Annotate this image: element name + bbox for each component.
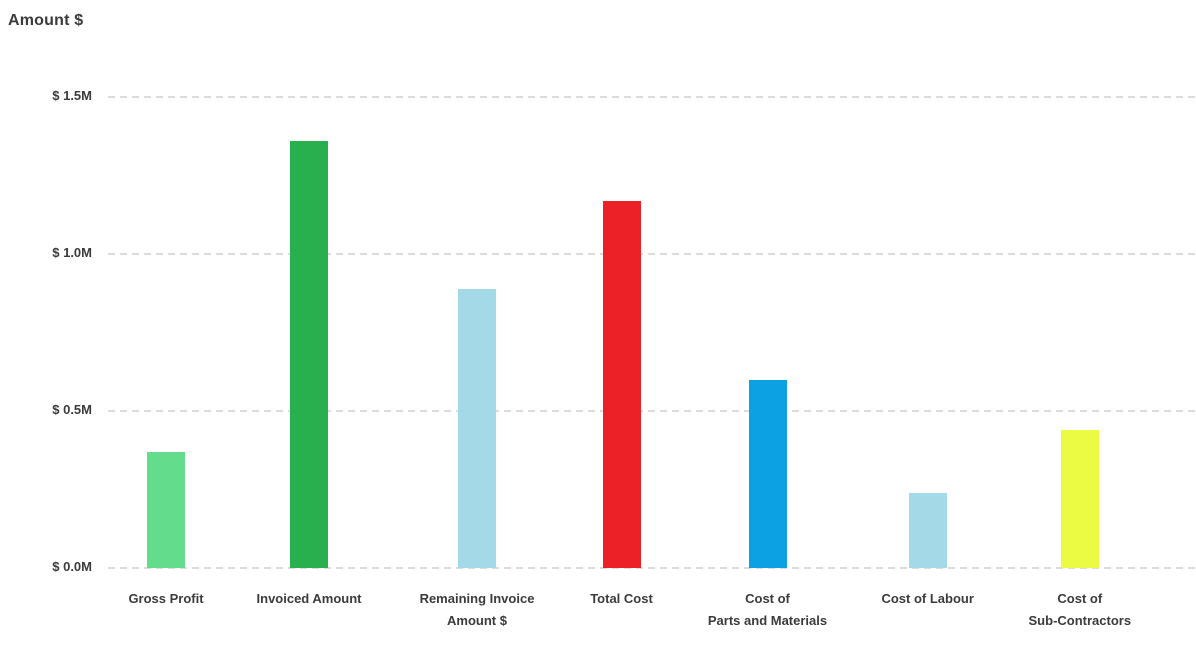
bar-remaining-invoice-amount bbox=[458, 289, 496, 568]
gridline bbox=[108, 567, 1196, 569]
gridline bbox=[108, 96, 1196, 98]
bar-cost-of-sub-contractors bbox=[1060, 430, 1099, 568]
bar-gross-profit bbox=[147, 452, 185, 568]
gridline bbox=[108, 410, 1196, 412]
x-axis-label-remaining-invoice-amount: Remaining Invoice Amount $ bbox=[419, 591, 535, 628]
y-axis-tick-label: $ 0.0M bbox=[52, 559, 92, 574]
x-axis-label-gross-profit: Gross Profit bbox=[128, 591, 204, 606]
bar-cost-of-parts-and-materials bbox=[748, 380, 787, 568]
y-axis-title: Amount $ bbox=[8, 12, 84, 29]
bar-total-cost bbox=[602, 201, 641, 568]
y-axis-tick-label: $ 0.5M bbox=[52, 402, 92, 417]
gridline bbox=[108, 253, 1196, 255]
y-axis-tick-label: $ 1.0M bbox=[52, 245, 92, 260]
bar-invoiced-amount bbox=[290, 141, 328, 568]
y-axis-tick-label: $ 1.5M bbox=[52, 88, 92, 103]
x-axis-label-total-cost: Total Cost bbox=[590, 591, 653, 606]
x-axis-label-invoiced-amount: Invoiced Amount bbox=[256, 591, 362, 606]
bar-cost-of-labour bbox=[908, 493, 947, 568]
x-axis-label-cost-of-sub-contractors: Cost of Sub-Contractors bbox=[1028, 591, 1132, 628]
x-axis-label-cost-of-labour: Cost of Labour bbox=[881, 591, 974, 606]
x-axis-label-cost-of-parts-and-materials: Cost of Parts and Materials bbox=[707, 591, 828, 628]
